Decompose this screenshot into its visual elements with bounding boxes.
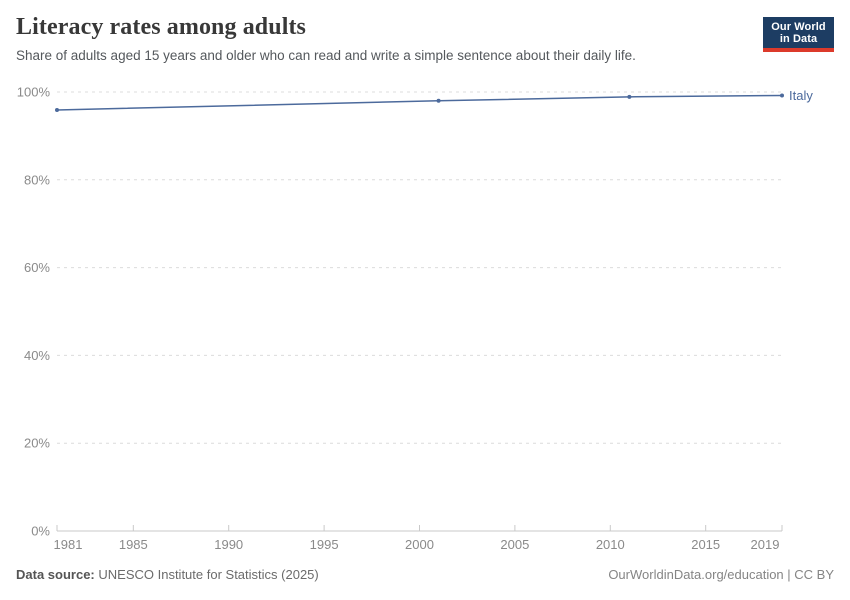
owid-logo: Our World in Data xyxy=(763,17,834,52)
data-source-label: Data source: xyxy=(16,567,95,582)
y-axis-tick-label: 40% xyxy=(24,348,50,363)
y-axis-tick-label: 80% xyxy=(24,172,50,187)
line-chart: 0% 20% 40% 60% 80% 100% 1981 1985 1990 1995 2000 20… xyxy=(0,80,850,555)
x-axis-tick-label: 2019 xyxy=(751,537,780,552)
data-point-marker xyxy=(627,94,632,99)
x-axis-tick-label: 1985 xyxy=(119,537,148,552)
logo-line-2: in Data xyxy=(779,33,818,45)
x-axis-tick-label: 2000 xyxy=(405,537,434,552)
y-axis-tick-label: 0% xyxy=(31,524,50,539)
data-point-marker xyxy=(436,98,441,103)
attribution: OurWorldinData.org/education | CC BY xyxy=(608,567,834,582)
logo-line-1: Our World xyxy=(771,21,826,33)
x-axis-tick-label: 2005 xyxy=(500,537,529,552)
series-label: Italy xyxy=(789,88,813,103)
x-axis-tick-label: 1995 xyxy=(310,537,339,552)
x-axis-tick-label: 2015 xyxy=(691,537,720,552)
data-point-marker xyxy=(55,107,59,112)
x-axis-tick-label: 2010 xyxy=(596,537,625,552)
chart-footer: Data source: UNESCO Institute for Statis… xyxy=(16,567,834,582)
data-source: Data source: UNESCO Institute for Statis… xyxy=(16,567,319,582)
data-source-text: UNESCO Institute for Statistics (2025) xyxy=(98,567,319,582)
chart-subtitle: Share of adults aged 15 years and older … xyxy=(16,48,636,63)
x-axis-tick-label: 1990 xyxy=(214,537,243,552)
series-line xyxy=(56,94,783,111)
y-axis-tick-label: 100% xyxy=(17,85,51,100)
x-axis-tick-label: 1981 xyxy=(54,537,83,552)
y-axis-tick-label: 60% xyxy=(24,260,50,275)
page-title: Literacy rates among adults xyxy=(16,14,306,40)
y-axis-tick-label: 20% xyxy=(24,436,50,451)
chart-header: Literacy rates among adults Share of adu… xyxy=(16,12,834,65)
data-point-marker xyxy=(780,93,784,98)
